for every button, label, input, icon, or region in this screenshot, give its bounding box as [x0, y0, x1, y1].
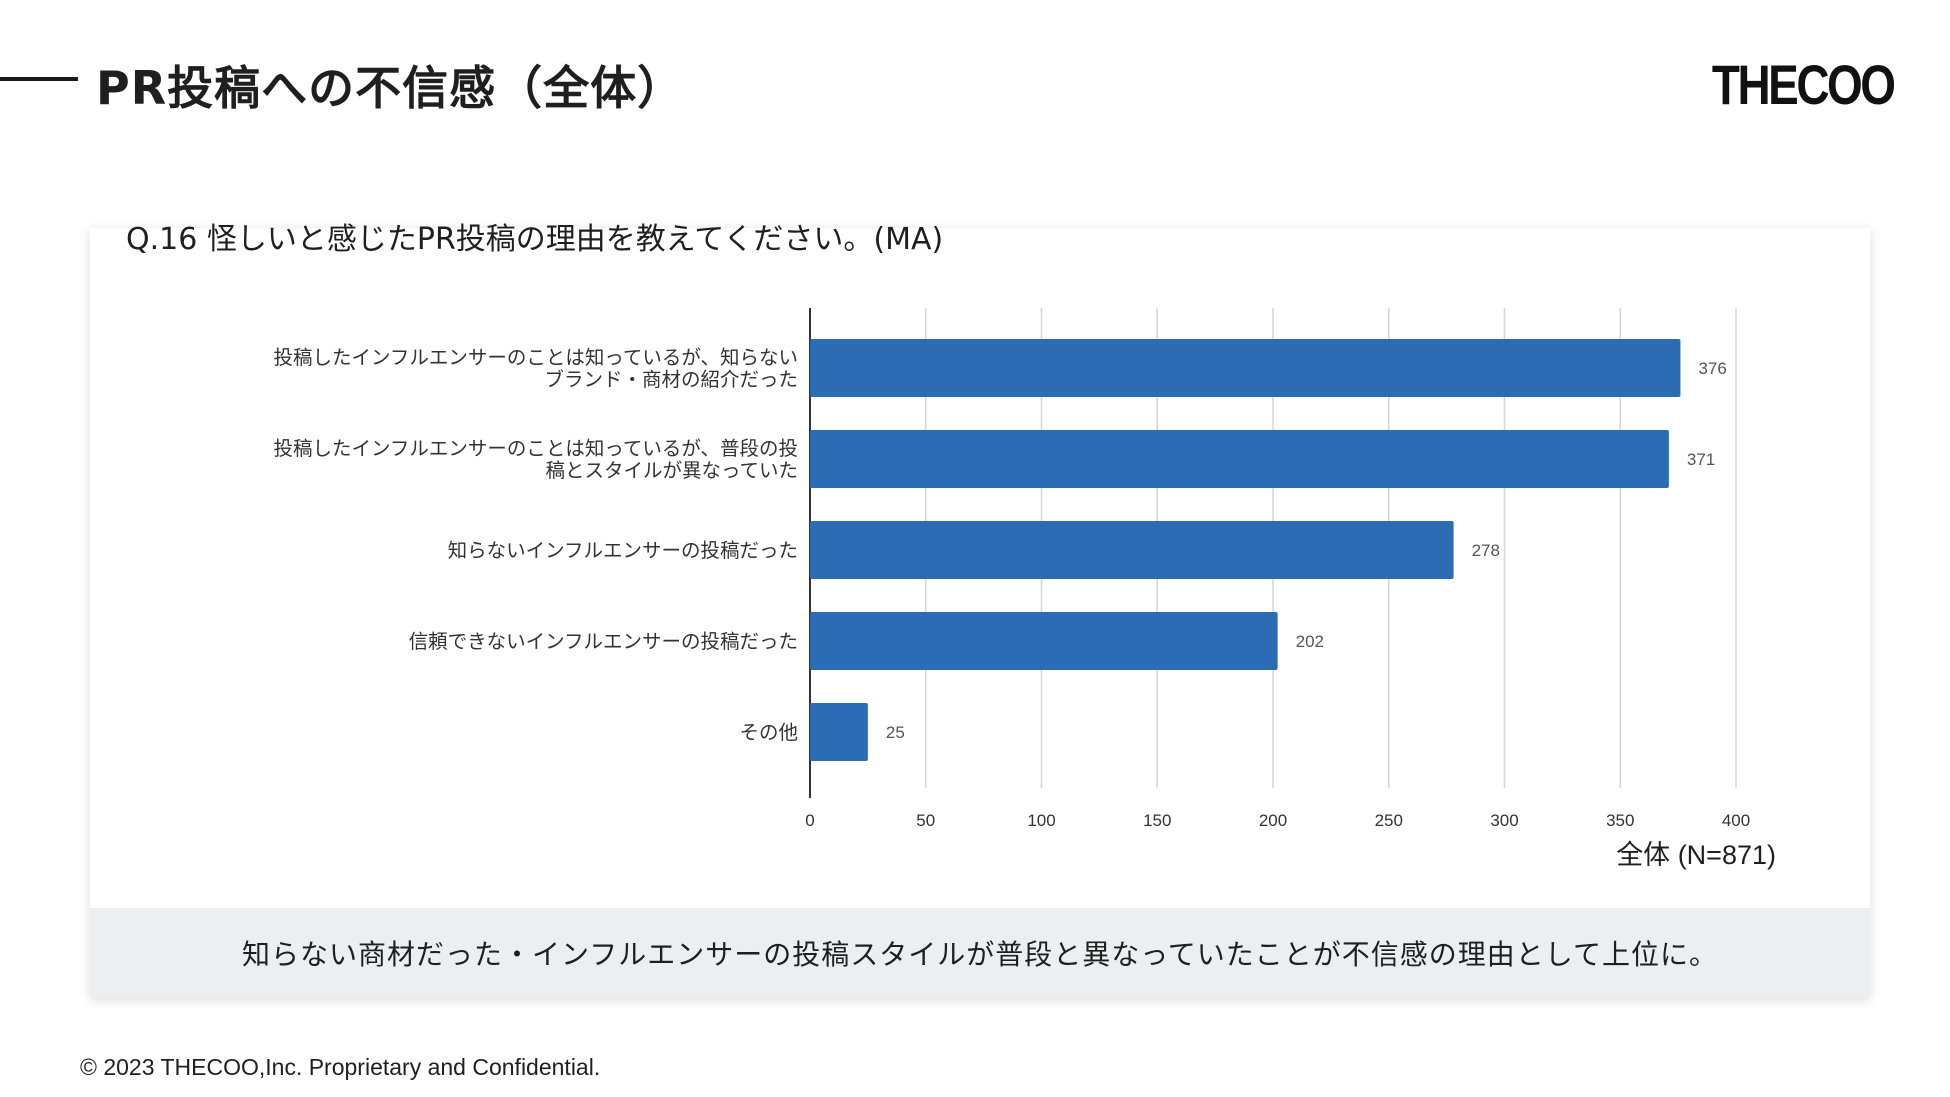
x-tick-label: 200: [1259, 811, 1287, 830]
x-tick-label: 350: [1606, 811, 1634, 830]
x-tick-label: 250: [1375, 811, 1403, 830]
x-tick-label: 300: [1490, 811, 1518, 830]
category-label: 投稿したインフルエンサーのことは知っているが、普段の投: [273, 437, 798, 460]
data-label: 25: [886, 723, 905, 742]
category-label: その他: [739, 721, 798, 744]
question-text: Q.16 怪しいと感じたPR投稿の理由を教えてください。(MA): [126, 222, 944, 257]
data-label: 202: [1296, 632, 1324, 651]
bar: [810, 521, 1454, 579]
category-label: 信頼できないインフルエンサーの投稿だった: [409, 630, 798, 653]
x-tick-label: 150: [1143, 811, 1171, 830]
data-label: 278: [1472, 541, 1500, 560]
legend-label: 全体 (N=871): [1616, 840, 1776, 870]
category-label: ブランド・商材の紹介だった: [544, 368, 798, 391]
category-label: 稿とスタイルが異なっていた: [545, 459, 798, 482]
x-tick-label: 100: [1027, 811, 1055, 830]
title-rule: [0, 77, 78, 81]
category-label: 知らないインフルエンサーの投稿だった: [448, 539, 798, 562]
data-label: 376: [1698, 359, 1726, 378]
bar: [810, 430, 1669, 488]
data-label: 371: [1687, 450, 1715, 469]
bar: [810, 703, 868, 761]
category-label: 投稿したインフルエンサーのことは知っているが、知らない: [273, 346, 798, 369]
copyright-footer: © 2023 THECOO,Inc. Proprietary and Confi…: [80, 1054, 601, 1080]
bar: [810, 612, 1278, 670]
x-tick-label: 400: [1722, 811, 1750, 830]
company-logo: THECOO: [1712, 53, 1896, 116]
page-title: PR投稿への不信感（全体）: [96, 61, 685, 115]
bar-chart: 0 50 100 150 200 250 300 350 400 376 投稿したインフルエンサーの…: [273, 308, 1776, 870]
summary-banner: 知らない商材だった・インフルエンサーの投稿スタイルが普段と異なっていたことが不信…: [90, 908, 1870, 998]
bar: [810, 339, 1681, 397]
summary-text: 知らない商材だった・インフルエンサーの投稿スタイルが普段と異なっていたことが不信…: [242, 938, 1718, 971]
x-tick-label: 50: [916, 811, 935, 830]
x-tick-label: 0: [805, 811, 814, 830]
